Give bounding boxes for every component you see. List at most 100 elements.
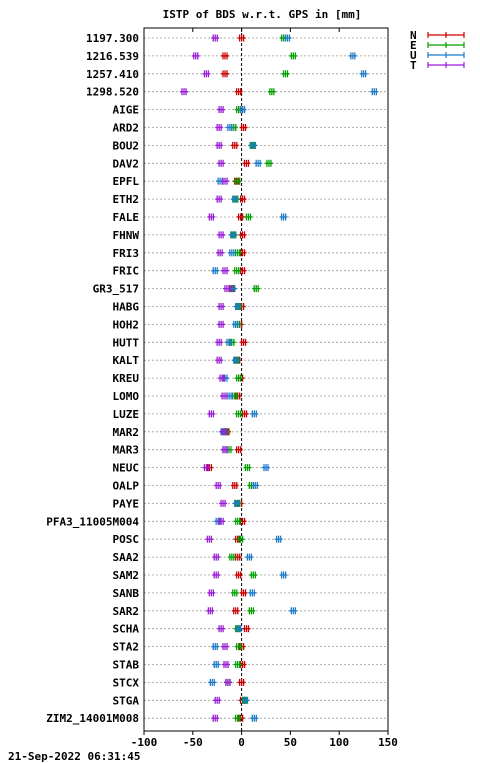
marker-e	[234, 374, 243, 382]
marker-u	[211, 267, 220, 275]
category-label: AIGE	[113, 104, 140, 117]
marker-e	[233, 661, 242, 668]
marker-t	[211, 714, 220, 722]
category-label: BOU2	[113, 139, 140, 152]
marker-t	[221, 643, 230, 651]
marker-e	[233, 517, 242, 525]
category-label: ETH2	[113, 193, 140, 206]
category-label: LUZE	[113, 408, 140, 421]
category-label: HABG	[113, 301, 140, 314]
marker-u	[254, 159, 263, 167]
marker-n	[237, 678, 246, 686]
category-label: SCHA	[113, 623, 140, 636]
marker-t	[217, 303, 226, 310]
category-label: ZIM2_14001M008	[46, 712, 139, 725]
marker-u	[231, 320, 240, 328]
marker-t	[217, 517, 226, 525]
marker-u	[228, 231, 237, 239]
category-label: KREU	[113, 372, 140, 385]
marker-e	[264, 159, 273, 167]
marker-n	[234, 446, 243, 454]
marker-u	[289, 607, 298, 615]
chart-title: ISTP of BDS w.r.t. GPS in [mm]	[163, 8, 362, 21]
marker-t	[205, 535, 214, 543]
marker-u	[359, 70, 368, 78]
marker-t	[217, 320, 226, 328]
marker-u	[233, 303, 242, 310]
marker-e	[244, 213, 253, 221]
x-tick-label: -100	[131, 736, 158, 749]
legend-swatch-e	[427, 42, 465, 48]
marker-e	[230, 589, 239, 597]
marker-t	[222, 285, 231, 293]
marker-u	[225, 124, 234, 131]
grid	[144, 37, 388, 719]
marker-t	[220, 428, 229, 436]
category-label: PAYE	[113, 497, 140, 510]
category-label: OALP	[113, 480, 140, 493]
marker-t	[219, 499, 228, 507]
marker-n	[239, 589, 248, 597]
marker-t	[215, 356, 224, 364]
marker-t	[215, 195, 224, 203]
category-label: STA2	[113, 641, 140, 654]
marker-t	[213, 696, 222, 704]
legend-label-u: U	[410, 49, 417, 62]
category-label: SAA2	[113, 551, 140, 564]
marker-u	[212, 661, 221, 668]
marker-u	[274, 535, 283, 543]
marker-t	[207, 410, 216, 418]
category-label: SAM2	[113, 569, 140, 582]
marker-e	[234, 643, 243, 651]
x-tick-label: -50	[183, 736, 203, 749]
marker-n	[238, 195, 247, 203]
marker-n	[234, 571, 243, 579]
marker-e	[233, 714, 242, 722]
marker-u	[283, 34, 292, 42]
marker-t	[217, 159, 226, 167]
marker-e	[243, 464, 252, 472]
category-label: ARD2	[113, 122, 140, 135]
data-markers	[180, 34, 379, 722]
marker-u	[279, 571, 288, 579]
marker-n	[242, 159, 251, 167]
category-label: FRI3	[113, 247, 140, 260]
legend-label-t: T	[410, 59, 417, 72]
marker-u	[231, 356, 240, 364]
marker-e	[249, 571, 258, 579]
category-label: 1197.300	[86, 32, 139, 45]
x-tick-label: 100	[329, 736, 349, 749]
legend-label-n: N	[410, 29, 417, 42]
category-label: LOMO	[113, 390, 140, 403]
category-label: SANB	[113, 587, 140, 600]
marker-u	[248, 589, 257, 597]
marker-t	[212, 571, 221, 579]
marker-e	[236, 535, 245, 543]
marker-t	[217, 625, 226, 633]
legend-label-e: E	[410, 39, 417, 52]
category-label: MAR2	[113, 426, 140, 439]
marker-t	[215, 338, 224, 346]
marker-t	[223, 678, 232, 686]
marker-n	[239, 338, 248, 346]
marker-u	[279, 213, 288, 221]
marker-t	[180, 88, 189, 96]
marker-t	[207, 589, 216, 597]
marker-e	[289, 52, 298, 60]
marker-t	[221, 661, 230, 668]
category-label: SAR2	[113, 605, 140, 618]
marker-u	[224, 338, 233, 346]
x-tick-label: 0	[238, 736, 245, 749]
marker-e	[267, 88, 276, 96]
marker-n	[231, 607, 240, 615]
category-label: 1216.539	[86, 50, 139, 63]
marker-u	[245, 553, 254, 561]
marker-n	[238, 231, 247, 239]
marker-u	[262, 464, 270, 472]
marker-u	[241, 696, 250, 704]
category-labels: 1197.300 1216.539 1257.410 1298.520 AIGE ARD2…	[46, 32, 139, 725]
marker-t	[217, 231, 226, 239]
marker-n	[230, 482, 239, 489]
marker-n	[230, 141, 239, 149]
